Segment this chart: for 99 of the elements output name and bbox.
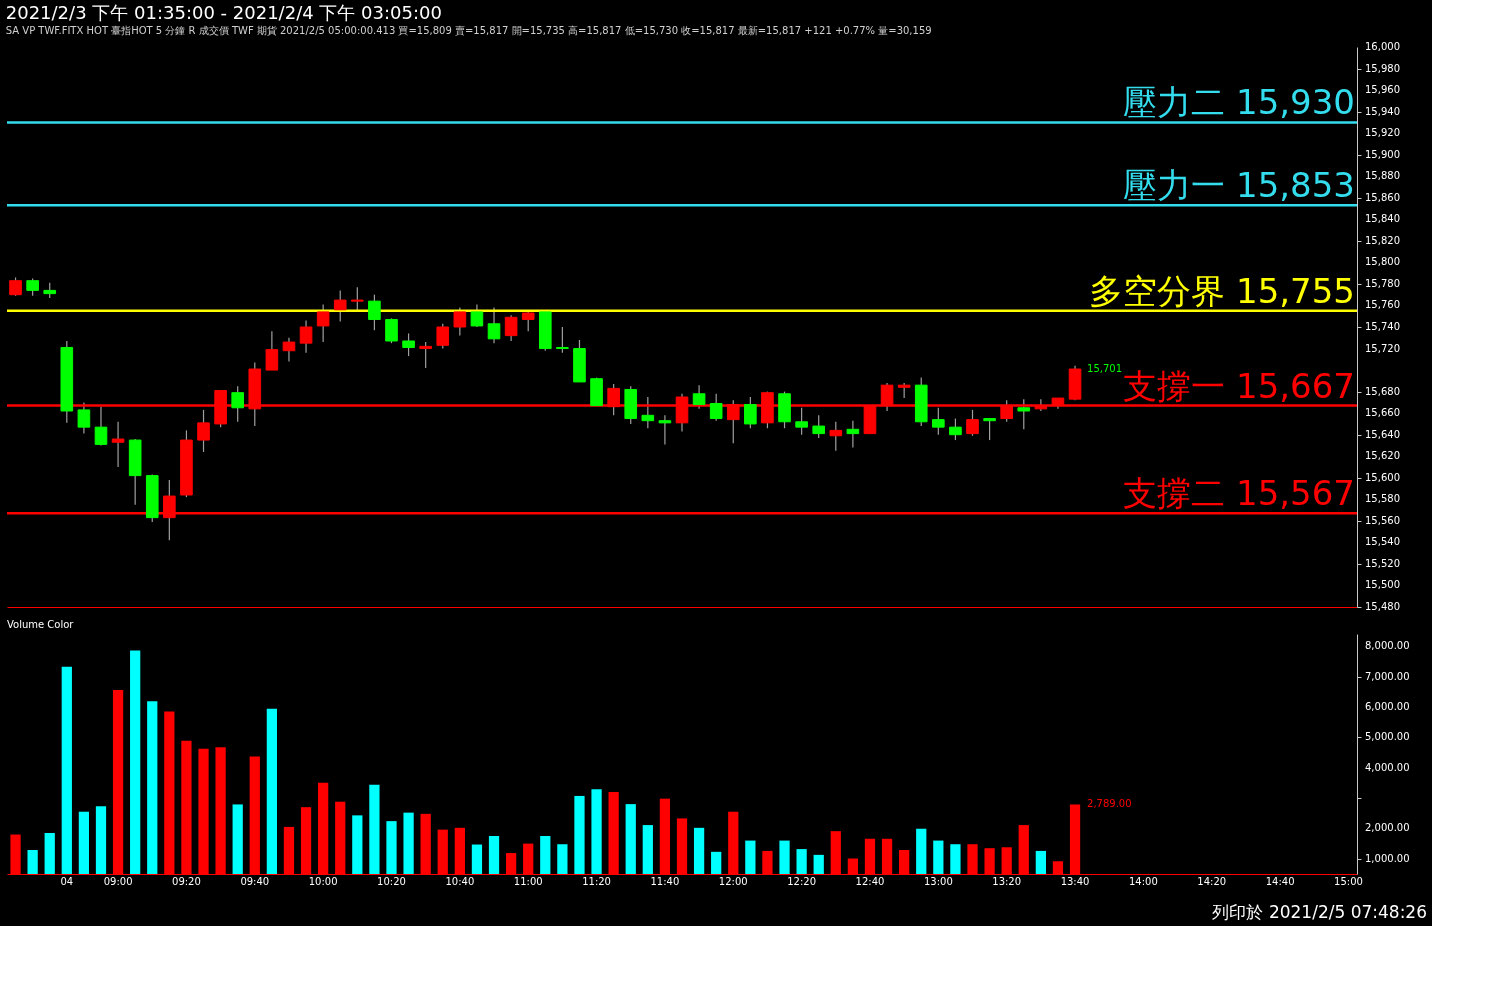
candlestick [436, 323, 450, 350]
ref-line-label: 壓力一 15,853 [1123, 165, 1355, 206]
candlestick [556, 326, 569, 354]
candlestick [795, 407, 808, 436]
x-tick-label: 13:40 [1060, 875, 1090, 887]
y-tick-label: 15,960 [1365, 84, 1400, 96]
y-tick-label: 15,480 [1365, 601, 1400, 612]
x-tick-label: 13:00 [923, 875, 953, 887]
candlestick [692, 384, 706, 410]
x-tick-label: 14:40 [1265, 875, 1295, 887]
candlestick [231, 385, 245, 423]
annotation: 15,701 [1087, 363, 1123, 374]
chart-title: Volume Color [7, 619, 75, 630]
y-tick-label: 15,940 [1365, 105, 1400, 117]
x-tick-label: 09:40 [240, 875, 270, 887]
y-tick-label: 15,840 [1365, 213, 1400, 225]
candlestick [744, 396, 757, 429]
y-tick-label: 15,680 [1365, 385, 1400, 397]
x-tick-label: 10:40 [445, 875, 475, 887]
y-tick-label: 15,720 [1365, 342, 1400, 354]
candlestick [402, 332, 415, 357]
x-tick-label: 14:20 [1197, 875, 1227, 887]
x-tick-label: 04 [60, 875, 74, 887]
ref-line-label: 多空分界 15,755 [1089, 270, 1355, 311]
candlestick [316, 303, 330, 343]
candlestick [641, 396, 655, 429]
ref-line-label: 壓力二 15,930 [1123, 82, 1355, 123]
candlestick [94, 406, 108, 447]
x-tick-label: 11:00 [513, 875, 543, 887]
y-tick-label: 5,000.00 [1365, 731, 1410, 743]
y-tick-label: 15,540 [1365, 536, 1400, 548]
candlestick [846, 420, 860, 449]
y-tick-label: 15,560 [1365, 514, 1400, 526]
candlestick [351, 286, 364, 312]
candlestick [829, 421, 843, 452]
y-tick-label: 15,800 [1365, 256, 1400, 268]
x-tick-label: 15:00 [1334, 875, 1363, 887]
y-tick-label: 15,780 [1365, 277, 1400, 289]
candlestick [504, 314, 518, 342]
x-tick-label: 12:40 [855, 875, 885, 887]
candlestick [487, 307, 501, 344]
candlestick [265, 330, 279, 371]
y-tick-label: 15,980 [1365, 62, 1400, 74]
candlestick [385, 317, 398, 344]
x-tick-label: 14:00 [1128, 875, 1158, 887]
y-tick-label: 15,640 [1365, 428, 1400, 440]
x-tick-label: 09:00 [103, 875, 133, 887]
candlestick [812, 414, 826, 439]
y-tick-label: 6,000.00 [1365, 700, 1410, 712]
y-tick-label: 8,000.00 [1365, 640, 1410, 652]
y-tick-label: 15,900 [1365, 148, 1400, 160]
candlestick [709, 393, 723, 422]
candlestick [197, 409, 210, 453]
y-tick-label: 15,500 [1365, 579, 1400, 591]
candlestick [966, 409, 979, 437]
candlestick [983, 417, 996, 441]
candlestick [282, 337, 296, 363]
x-tick-label: 13:20 [992, 875, 1022, 887]
candlestick [111, 421, 125, 468]
y-tick-label: 2,000.00 [1365, 822, 1410, 834]
candlestick [932, 407, 945, 436]
y-tick-label: 7,000.00 [1365, 670, 1410, 682]
x-tick-label: 12:00 [718, 875, 748, 887]
candlestick [77, 401, 91, 435]
x-tick-label: 10:20 [377, 875, 406, 887]
x-tick-label: 11:20 [582, 875, 611, 887]
x-tick-label: 09:20 [172, 875, 201, 887]
candlestick [419, 341, 432, 369]
ref-line-label: 支撐一 15,667 [1123, 365, 1355, 406]
text: 列印於 2021/2/5 07:48:26 [1212, 902, 1427, 922]
candlestick [9, 276, 22, 297]
y-tick-label: 4,000.00 [1365, 761, 1410, 773]
y-tick-label: 15,620 [1365, 450, 1400, 462]
y-tick-label: 15,600 [1365, 471, 1400, 483]
x-tick-label: 12:20 [787, 875, 817, 887]
candlestick [333, 289, 347, 323]
candlestick [453, 307, 467, 337]
y-tick-label: 16,000 [1365, 41, 1400, 52]
y-tick-label: 15,660 [1365, 407, 1400, 419]
annotation: 2,789.00 [1087, 798, 1132, 810]
candlestick [658, 414, 672, 445]
y-tick-label: 15,760 [1365, 299, 1400, 311]
y-tick-label: 15,520 [1365, 557, 1400, 569]
candlestick [299, 319, 313, 354]
y-tick-label: 15,580 [1365, 493, 1400, 505]
x-tick-label: 10:00 [308, 875, 338, 887]
y-tick-label: 15,880 [1365, 170, 1400, 182]
chart-title: 2021/2/3 下午 01:35:00 - 2021/2/4 下午 03:05:00 [5, 2, 442, 23]
y-tick-label: 15,920 [1365, 127, 1400, 139]
y-tick-label: 1,000.00 [1365, 852, 1410, 864]
chart-subtitle: SA VP TWF.FITX HOT 臺指HOT 5 分鐘 R 成交價 TWF 期貨 2021/2/5 05:00:00.413 買=15,809 賣=15,817 開=15,735 高=15,817 低=15,730 收=15,817 最新=15,817 +121 +0.77% 量=30,159 [5, 25, 932, 36]
y-tick-label: 15,740 [1365, 321, 1400, 332]
candlestick [368, 294, 381, 331]
candlestick [949, 417, 962, 441]
ref-line-label: 支撐二 15,567 [1123, 473, 1355, 514]
y-tick-label: 15,820 [1365, 234, 1400, 246]
y-tick-label: 15,860 [1365, 191, 1400, 203]
candlestick [1017, 398, 1031, 430]
x-tick-label: 11:40 [650, 875, 680, 887]
